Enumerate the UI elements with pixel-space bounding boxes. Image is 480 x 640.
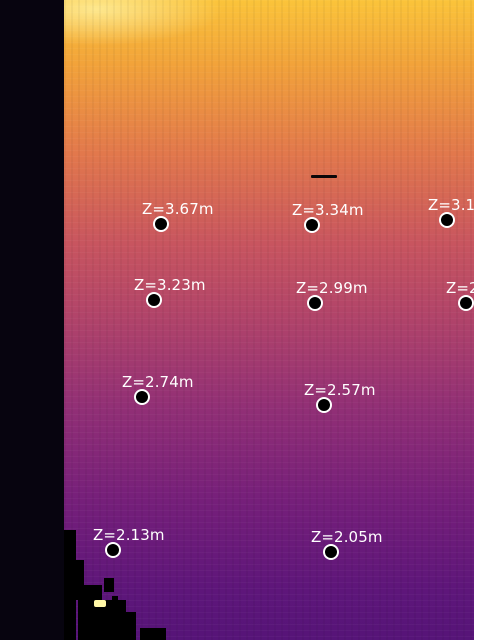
depth-highlight (64, 0, 224, 46)
depth-heatmap (64, 0, 474, 640)
missing-depth-speck (112, 596, 118, 602)
measurement-point (148, 294, 160, 306)
depth-label: Z=3.23m (134, 276, 206, 294)
depth-label: Z=3.15 (428, 196, 480, 214)
missing-depth-speck (140, 628, 166, 640)
depth-label: Z=3.34m (292, 201, 364, 219)
missing-depth-speck (104, 578, 114, 592)
measurement-point (460, 297, 472, 309)
measurement-point (318, 399, 330, 411)
invalid-depth-region (0, 0, 64, 640)
measurement-point (309, 297, 321, 309)
missing-depth-speck (124, 612, 136, 640)
measurement-point (155, 218, 167, 230)
depth-artifact (311, 175, 337, 178)
hot-speck (94, 600, 106, 607)
measurement-point (136, 391, 148, 403)
depth-label: Z=2.74m (122, 373, 194, 391)
measurement-point (107, 544, 119, 556)
depth-label: Z=2.05m (311, 528, 383, 546)
depth-label: Z=3.67m (142, 200, 214, 218)
frame-edge (474, 0, 480, 640)
depth-label: Z=2.13m (93, 526, 165, 544)
measurement-point (325, 546, 337, 558)
depth-label: Z=2.57m (304, 381, 376, 399)
depth-label: Z=2 (446, 279, 479, 297)
measurement-point (306, 219, 318, 231)
depth-label: Z=2.99m (296, 279, 368, 297)
measurement-point (441, 214, 453, 226)
